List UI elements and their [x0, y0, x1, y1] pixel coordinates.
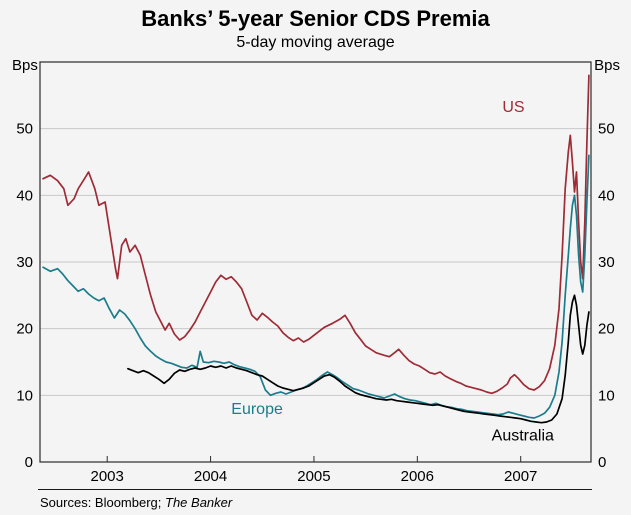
x-tick-label: 2007	[504, 468, 537, 485]
series-label-europe: Europe	[231, 401, 283, 418]
series-line-australia	[127, 294, 590, 424]
y-tick-label-right: 10	[598, 387, 615, 404]
chart-subtitle: 5-day moving average	[236, 34, 395, 51]
y-axis-unit-right: Bps	[594, 57, 620, 74]
y-tick-label-right: 50	[598, 121, 615, 138]
y-tick-label-right: 30	[598, 254, 615, 271]
y-tick-label-left: 20	[16, 321, 33, 338]
x-tick-label: 2004	[194, 468, 227, 485]
plot-border	[39, 61, 592, 463]
chart-title: Banks’ 5-year Senior CDS Premia	[141, 6, 490, 31]
sources-note: Sources: Bloomberg; The Banker	[40, 495, 232, 510]
sources-publication: The Banker	[165, 495, 233, 510]
y-tick-label-right: 20	[598, 321, 615, 338]
x-tick-label: 2005	[297, 468, 330, 485]
sources-text: Sources: Bloomberg;	[40, 495, 166, 510]
y-axis-unit-left: Bps	[12, 57, 38, 74]
y-tick-label-right: 0	[598, 454, 606, 471]
series-line-us	[42, 74, 590, 395]
y-tick-label-left: 50	[16, 121, 33, 138]
y-tick-label-left: 10	[16, 387, 33, 404]
y-tick-label-left: 30	[16, 254, 33, 271]
y-tick-label-left: 40	[16, 187, 33, 204]
x-tick-label: 2003	[91, 468, 124, 485]
series-label-australia: Australia	[492, 428, 554, 445]
series-label-us: US	[502, 99, 524, 116]
series-line-europe	[42, 154, 590, 419]
x-tick-label: 2006	[401, 468, 434, 485]
y-tick-label-left: 0	[25, 454, 33, 471]
y-tick-label-right: 40	[598, 187, 615, 204]
footer-divider	[38, 489, 592, 490]
